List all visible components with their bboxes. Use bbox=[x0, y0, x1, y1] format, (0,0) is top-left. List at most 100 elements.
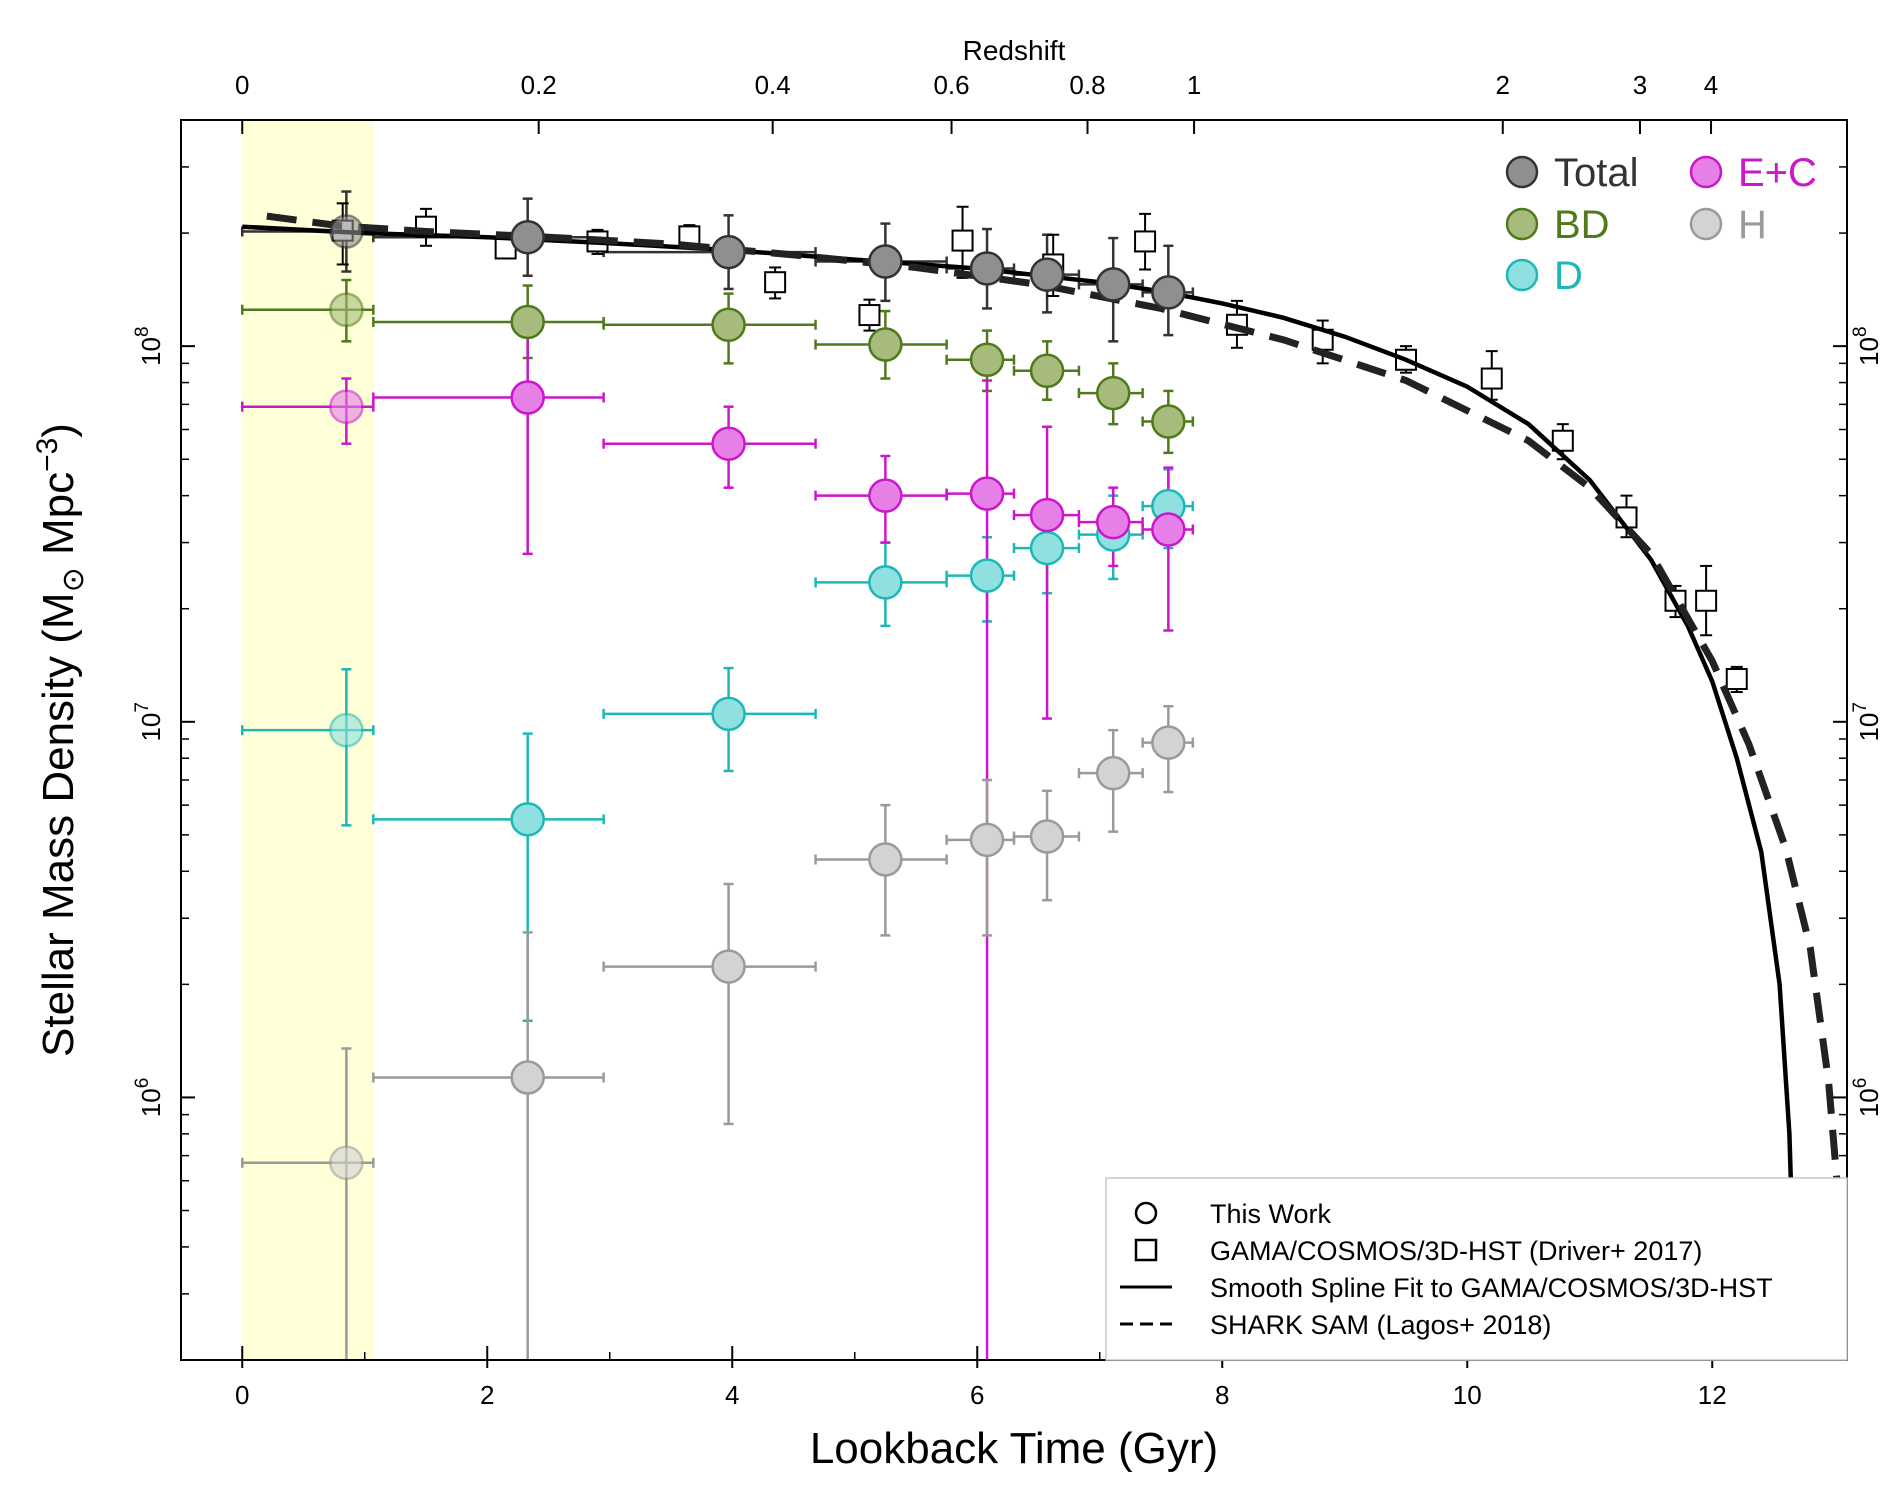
e-c-marker-6 bbox=[1095, 504, 1131, 540]
d-marker-1 bbox=[510, 802, 545, 837]
e-c-marker-3 bbox=[868, 478, 903, 513]
bd-marker-4 bbox=[969, 342, 1005, 378]
h-marker-7 bbox=[1151, 725, 1186, 760]
bd-marker-3 bbox=[868, 327, 903, 362]
y-tick-exp: 6 bbox=[132, 1078, 153, 1089]
x-tick-label-5: 10 bbox=[1453, 1380, 1482, 1410]
top-tick-label-7: 3 bbox=[1633, 70, 1647, 100]
total-marker-3 bbox=[868, 244, 903, 279]
legend-gama-cosmos-3d-hst-driver-2017-label: GAMA/COSMOS/3D-HST (Driver+ 2017) bbox=[1210, 1236, 1702, 1266]
top-tick-label-1: 0.2 bbox=[521, 70, 557, 100]
y-tick-label-left-1: 107 bbox=[132, 702, 166, 742]
h-marker-0 bbox=[329, 1145, 364, 1181]
bd-marker-6 bbox=[1095, 375, 1131, 411]
source-legend-box bbox=[1105, 1177, 1848, 1361]
legend-d-label: D bbox=[1554, 254, 1583, 298]
y-title-sun-symbol: ⊙ bbox=[57, 567, 90, 592]
y-title-units: Mpc bbox=[34, 472, 83, 567]
y-tick-exp: 8 bbox=[132, 326, 153, 337]
top-tick-label-3: 0.6 bbox=[933, 70, 969, 100]
legend-gama-cosmos-3d-hst-driver-2017-symbol bbox=[1134, 1238, 1158, 1262]
y-tick-exp: 7 bbox=[132, 702, 153, 713]
h-marker-6 bbox=[1095, 755, 1131, 791]
y-tick-base: 10 bbox=[136, 337, 166, 366]
h-marker-3 bbox=[868, 842, 903, 877]
x-tick-label-4: 8 bbox=[1215, 1380, 1229, 1410]
e-c-marker-1 bbox=[510, 380, 545, 415]
bd-point-2-errorbar bbox=[602, 292, 817, 365]
h-marker-4 bbox=[969, 822, 1005, 858]
legend-smooth-spline-fit-to-gama-cosmos-3d-hst-label: Smooth Spline Fit to GAMA/COSMOS/3D-HST bbox=[1210, 1273, 1773, 1303]
total-marker-5 bbox=[1029, 257, 1065, 292]
y-tick-label-left-2: 108 bbox=[132, 326, 166, 366]
x-tick-label-6: 12 bbox=[1698, 1380, 1727, 1410]
y-tick-label-right-2: 108 bbox=[1850, 326, 1884, 366]
bd-marker-1 bbox=[510, 304, 545, 340]
d-marker-3 bbox=[868, 565, 903, 600]
bd-marker-0 bbox=[329, 292, 364, 328]
h-point-1-errorbar bbox=[372, 931, 605, 1360]
x-tick-label-0: 0 bbox=[235, 1380, 249, 1410]
plot-frame bbox=[180, 119, 1848, 1361]
total-marker-1 bbox=[510, 219, 545, 255]
e-c-point-1-errorbar bbox=[372, 317, 605, 556]
bd-marker-5 bbox=[1029, 353, 1065, 389]
total-marker-4 bbox=[969, 251, 1005, 286]
d-marker-4 bbox=[969, 558, 1005, 593]
legend-d-marker bbox=[1505, 258, 1539, 292]
d-marker-2 bbox=[711, 696, 746, 732]
y-tick-label-left-0: 106 bbox=[132, 1078, 166, 1118]
y-tick-base: 10 bbox=[136, 1088, 166, 1117]
x-tick-label-2: 4 bbox=[725, 1380, 739, 1410]
y-tick-base: 10 bbox=[1854, 337, 1884, 366]
top-tick-label-6: 2 bbox=[1496, 70, 1510, 100]
total-marker-2 bbox=[711, 234, 746, 270]
driver-square-17 bbox=[1695, 589, 1718, 612]
driver-square-6 bbox=[858, 304, 881, 327]
d-marker-5 bbox=[1029, 530, 1065, 566]
top-tick-label-5: 1 bbox=[1187, 70, 1201, 100]
e-c-point-5-errorbar bbox=[1012, 425, 1081, 720]
y-tick-exp: 8 bbox=[1850, 326, 1871, 337]
component-legend: Total E+C BD H D bbox=[1505, 151, 1817, 298]
e-c-marker-4 bbox=[969, 476, 1005, 511]
e-c-marker-0 bbox=[329, 389, 364, 424]
y-tick-base: 10 bbox=[1854, 713, 1884, 742]
driver-square-14 bbox=[1551, 429, 1574, 452]
total-marker-6 bbox=[1095, 267, 1131, 302]
d-marker-0 bbox=[329, 712, 364, 748]
legend-bd-label: BD bbox=[1554, 203, 1610, 247]
legend-bd-marker bbox=[1505, 207, 1539, 241]
legend-h-marker bbox=[1689, 207, 1723, 241]
this-work-points bbox=[329, 214, 1186, 1181]
top-tick-label-2: 0.4 bbox=[755, 70, 791, 100]
source-legend: This Work GAMA/COSMOS/3D-HST (Driver+ 201… bbox=[1105, 1177, 1848, 1361]
y-axis-title: Stellar Mass Density (M⊙ Mpc−3) bbox=[31, 423, 90, 1057]
y-tick-base: 10 bbox=[1854, 1088, 1884, 1117]
legend-this-work-symbol bbox=[1134, 1201, 1158, 1225]
e-c-point-4-errorbar bbox=[945, 379, 1016, 1360]
y-tick-exp: 7 bbox=[1850, 702, 1871, 713]
legend-e-c-marker bbox=[1689, 155, 1723, 189]
legend-total-label: Total bbox=[1554, 151, 1639, 195]
legend-h-label: H bbox=[1738, 203, 1767, 247]
d-point-2-errorbar bbox=[602, 666, 817, 773]
axes: 0 2 4 6 8 10 120 0.2 0.4 0.6 0.8 1 2 3 410610610710710… bbox=[132, 70, 1884, 1410]
legend-total-marker bbox=[1505, 155, 1539, 189]
e-c-marker-2 bbox=[711, 426, 746, 461]
legend-shark-sam-lagos-2018-label: SHARK SAM (Lagos+ 2018) bbox=[1210, 1310, 1551, 1340]
y-tick-label-right-0: 106 bbox=[1850, 1078, 1884, 1118]
e-c-marker-5 bbox=[1029, 497, 1065, 533]
y-title-exponent: −3 bbox=[31, 438, 64, 472]
y-tick-base: 10 bbox=[136, 713, 166, 742]
e-c-point-2-errorbar bbox=[602, 405, 817, 489]
e-c-marker-7 bbox=[1151, 512, 1186, 547]
h-marker-2 bbox=[711, 949, 746, 984]
top-tick-label-8: 4 bbox=[1704, 70, 1718, 100]
total-marker-0 bbox=[329, 214, 364, 249]
bd-point-1-errorbar bbox=[372, 284, 605, 360]
y-tick-exp: 6 bbox=[1850, 1078, 1871, 1089]
x-tick-label-1: 2 bbox=[480, 1380, 494, 1410]
x-tick-label-3: 6 bbox=[970, 1380, 984, 1410]
